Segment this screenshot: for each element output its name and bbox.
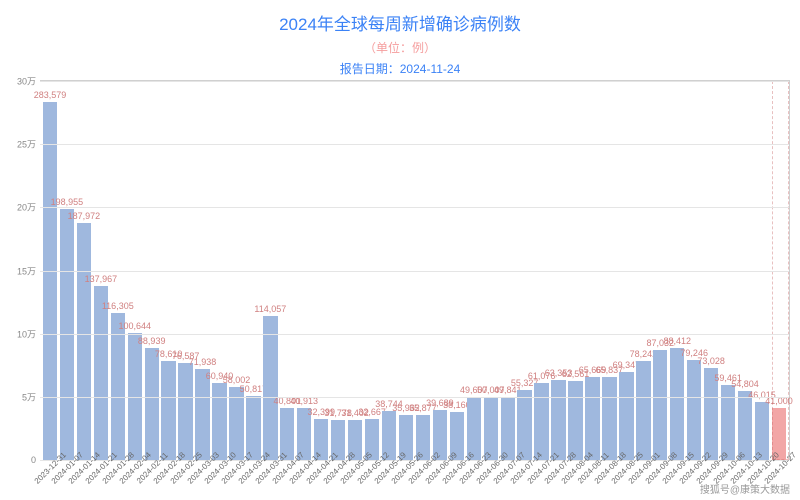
bar [534,383,548,460]
watermark-text: 搜狐号@康策大数据 [700,481,790,496]
bar [161,361,175,460]
chart-subtitle: （单位：例） [0,39,800,56]
y-tick-label: 5万 [2,390,36,403]
gridline [40,271,789,272]
y-tick-label: 0 [2,455,36,465]
bar [178,363,192,460]
report-date: 报告日期：2024-11-24 [0,60,800,77]
y-tick-label: 30万 [2,75,36,88]
gridline [40,144,789,145]
bar [94,286,108,460]
bar [687,360,701,460]
y-tick-label: 20万 [2,201,36,214]
bar [653,350,667,460]
bar [77,223,91,460]
gridline [40,207,789,208]
gridline [40,334,789,335]
plot-area: 283,579198,955187,972137,967116,305100,6… [40,80,790,460]
bar [670,348,684,460]
bar [636,361,650,460]
y-tick-label: 10万 [2,327,36,340]
bar [195,369,209,460]
chart-container: 2024年全球每周新增确诊病例数 （单位：例） 报告日期：2024-11-24 … [0,0,800,500]
x-axis-labels: 2023-12-312024-01-072024-01-142024-01-21… [40,460,790,500]
bar [602,377,616,460]
gridline [40,397,789,398]
bar [212,383,226,460]
bar [111,313,125,460]
title-block: 2024年全球每周新增确诊病例数 （单位：例） 报告日期：2024-11-24 [0,0,800,77]
chart-title: 2024年全球每周新增确诊病例数 [0,10,800,35]
bar [145,348,159,460]
y-tick-label: 15万 [2,264,36,277]
bar [551,380,565,460]
y-tick-label: 25万 [2,138,36,151]
bar [619,372,633,460]
bar [263,316,277,460]
bar [585,377,599,460]
bar [43,102,57,460]
bar [568,381,582,460]
gridline [40,81,789,82]
